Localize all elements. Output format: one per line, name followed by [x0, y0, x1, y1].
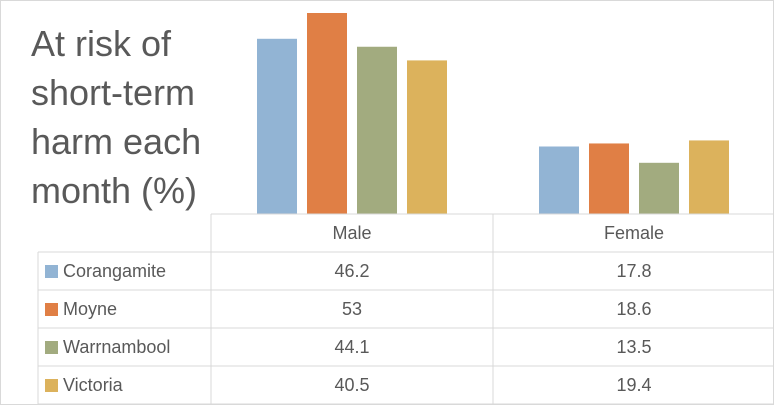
legend-swatch-moyne: [45, 303, 58, 316]
bar-moyne-female: [589, 143, 629, 214]
data-label-corangamite-male: 46.2: [334, 261, 369, 281]
legend-label-victoria: Victoria: [63, 375, 124, 395]
bar-corangamite-male: [257, 38, 297, 214]
legend-label-moyne: Moyne: [63, 299, 117, 319]
category-label-female: Female: [604, 223, 664, 243]
bar-warrnambool-male: [357, 46, 397, 214]
legend-swatch-warrnambool: [45, 341, 58, 354]
legend-label-warrnambool: Warrnambool: [63, 337, 170, 357]
legend-swatch-victoria: [45, 379, 58, 392]
bar-victoria-male: [407, 60, 447, 215]
legend-swatch-corangamite: [45, 265, 58, 278]
data-label-warrnambool-female: 13.5: [616, 337, 651, 357]
data-label-warrnambool-male: 44.1: [334, 337, 369, 357]
data-label-moyne-male: 53: [342, 299, 362, 319]
data-label-corangamite-female: 17.8: [616, 261, 651, 281]
data-label-victoria-male: 40.5: [334, 375, 369, 395]
data-label-moyne-female: 18.6: [616, 299, 651, 319]
bar-moyne-male: [307, 13, 347, 214]
bar-corangamite-female: [539, 146, 579, 214]
bar-warrnambool-female: [639, 162, 679, 214]
bar-victoria-female: [689, 140, 729, 214]
data-label-victoria-female: 19.4: [616, 375, 651, 395]
chart-title: At risk of short-term harm each month (%…: [31, 23, 202, 211]
category-label-male: Male: [332, 223, 371, 243]
legend-label-corangamite: Corangamite: [63, 261, 166, 281]
